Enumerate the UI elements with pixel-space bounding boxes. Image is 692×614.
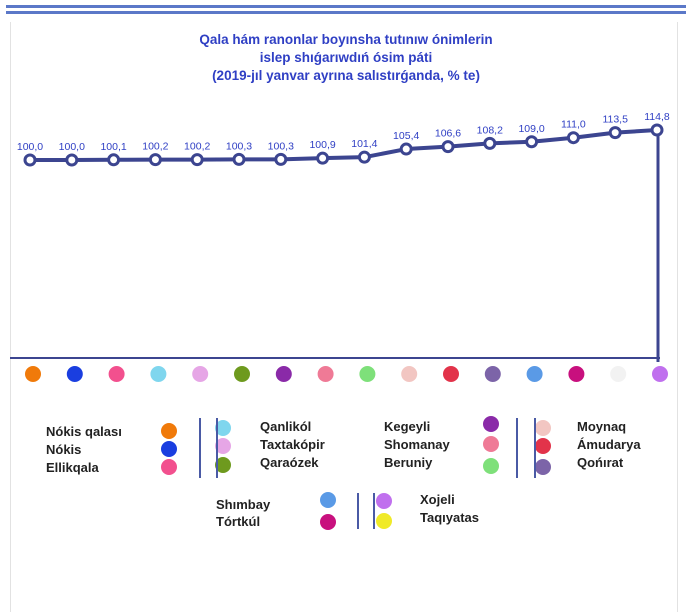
legend-label: Qanlikól	[260, 419, 312, 434]
legend-swatch	[535, 459, 551, 475]
legend-swatch	[483, 458, 499, 474]
data-label: 100,9	[309, 139, 335, 151]
legend-label: Shımbay	[216, 497, 271, 512]
legend-separator	[216, 418, 218, 478]
data-point	[65, 153, 79, 167]
chart-title-line-2: islep shıǵarıwdıń ósim páti	[259, 50, 433, 65]
data-label: 109,0	[518, 123, 544, 135]
legend-label: Ellikqala	[46, 460, 99, 475]
legend-label: Xojeli	[420, 492, 455, 507]
data-point	[190, 153, 204, 167]
category-marker	[484, 366, 501, 382]
category-marker	[150, 366, 167, 382]
category-marker	[66, 366, 83, 382]
legend-label: Moynaq	[577, 419, 627, 434]
category-marker	[568, 366, 585, 382]
data-label: 100,2	[142, 141, 168, 153]
legend-label: Beruniy	[384, 455, 433, 470]
category-marker	[192, 366, 209, 382]
legend-swatch	[483, 436, 499, 452]
category-marker	[443, 366, 459, 382]
top-border	[0, 0, 692, 22]
legend-swatch	[161, 459, 177, 475]
legend-label: Kegeyli	[384, 419, 431, 434]
legend-swatch	[483, 416, 499, 432]
data-point	[23, 153, 37, 167]
legend-label: Nókis	[46, 442, 82, 457]
data-point	[232, 152, 246, 166]
data-label: 100,0	[17, 141, 43, 153]
category-marker	[275, 366, 292, 382]
category-marker	[610, 366, 627, 382]
legend-swatch	[376, 513, 392, 529]
chart-title-line-1: Qala hám ranonlar boyınsha tutınıw óniml…	[199, 32, 493, 47]
category-marker	[317, 366, 334, 382]
data-label: 106,6	[435, 128, 461, 140]
data-label: 100,1	[100, 141, 126, 153]
legend-swatch	[535, 420, 551, 436]
data-label: 100,0	[59, 141, 85, 153]
legend-swatch	[376, 493, 392, 509]
legend-separator	[516, 418, 518, 478]
chart-title-line-3: (2019-jıl yanvar ayrına salıstırǵanda, %…	[212, 68, 480, 83]
legend-swatch	[215, 420, 231, 436]
data-label: 108,2	[477, 124, 503, 136]
data-point	[566, 131, 580, 145]
legend-label: Nókis qalası	[46, 424, 122, 439]
legend-separator	[199, 418, 201, 478]
legend-swatch	[535, 438, 551, 454]
category-marker	[526, 366, 543, 382]
data-label: 100,2	[184, 141, 210, 153]
category-marker	[234, 366, 250, 382]
legend-swatch	[215, 438, 231, 454]
legend-label: Taqıyatas	[420, 510, 480, 525]
data-point	[650, 123, 664, 137]
data-point	[316, 151, 330, 165]
data-point	[399, 142, 413, 156]
data-label: 100,3	[226, 140, 252, 152]
legend-swatch	[161, 441, 177, 457]
legend-label: Ámudarya	[577, 437, 641, 452]
legend-label: Tórtkúl	[216, 514, 261, 529]
data-point	[274, 152, 288, 166]
chart-panel	[10, 22, 678, 612]
legend-label: Shomanay	[384, 437, 450, 452]
data-label: 100,3	[268, 140, 294, 152]
category-marker	[652, 366, 668, 382]
data-point	[107, 153, 121, 167]
data-label: 114,8	[644, 111, 670, 123]
legend-swatch	[320, 514, 336, 530]
category-marker	[401, 366, 418, 382]
series-line	[30, 128, 658, 162]
data-label: 105,4	[393, 130, 419, 142]
data-label: 113,5	[602, 114, 628, 126]
legend-label: Taxtakópir	[260, 437, 325, 452]
category-marker	[108, 366, 125, 382]
legend-swatch	[215, 457, 231, 473]
category-marker	[25, 366, 41, 382]
legend-swatch	[320, 492, 336, 508]
data-label: 111,0	[561, 119, 586, 131]
category-marker	[359, 366, 376, 382]
data-point	[441, 140, 455, 154]
legend-swatch	[161, 423, 177, 439]
data-label: 101,4	[351, 138, 377, 150]
legend-separator	[534, 418, 536, 478]
legend-separator	[373, 493, 375, 529]
legend-label: Qaraózek	[260, 455, 319, 470]
legend-separator	[357, 493, 359, 529]
data-point	[525, 135, 539, 149]
data-point	[483, 136, 497, 150]
data-point	[608, 126, 622, 140]
data-point	[357, 150, 371, 164]
legend-label: Qońırat	[577, 455, 624, 470]
data-point	[148, 153, 162, 167]
